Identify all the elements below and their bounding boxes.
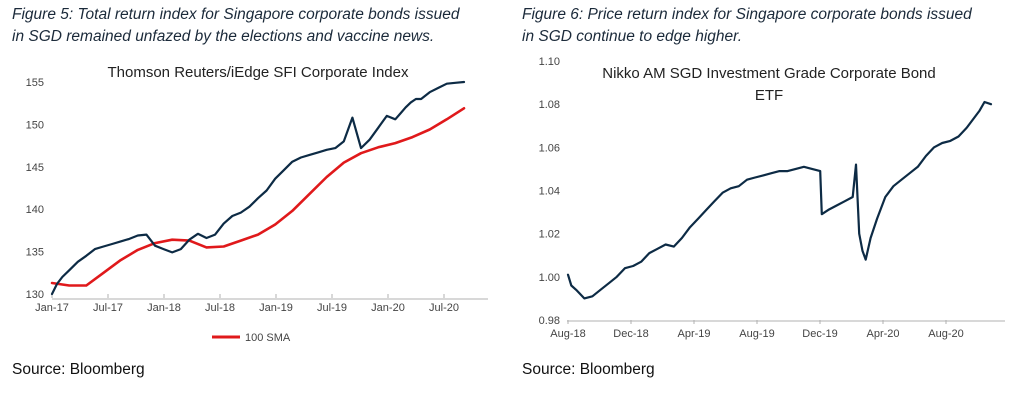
y-tick-label: 145 <box>26 162 44 174</box>
y-tick-label: 150 <box>26 119 44 131</box>
x-tick-label: Jan-19 <box>259 302 293 314</box>
y-tick-label: 130 <box>26 289 44 301</box>
figure-6-source: Source: Bloomberg <box>522 361 655 378</box>
series-lines <box>566 100 993 300</box>
chart-title-line2: ETF <box>755 87 783 104</box>
chart-sfi-corporate-index: Thomson Reuters/iEdge SFI Corporate Inde… <box>26 64 488 344</box>
figure-5-caption-line1: Figure 5: Total return index for Singapo… <box>12 6 460 23</box>
x-tick-label: Dec-19 <box>802 328 837 340</box>
y-tick-label: 155 <box>26 77 44 89</box>
x-tick-labels: Aug-18 Dec-18 Apr-19 Aug-19 Dec-19 Apr-20 Aug-… <box>550 320 964 340</box>
x-tick-label: Jan-18 <box>147 302 181 314</box>
chart-nikko-ig-bond-etf: Nikko AM SGD Investment Grade Corporate … <box>539 56 1005 340</box>
figure-5-panel: Figure 5: Total return index for Singapo… <box>12 4 512 378</box>
x-tick-label: Jan-17 <box>35 302 69 314</box>
x-tick-label: Jul-17 <box>93 302 123 314</box>
y-tick-label: 1.06 <box>539 142 560 154</box>
figure-6-caption-line1: Figure 6: Price return index for Singapo… <box>522 6 972 23</box>
legend-label-sma: 100 SMA <box>245 332 291 344</box>
figure-6-caption-line2: in SGD continue to edge higher. <box>522 28 743 45</box>
y-tick-label: 140 <box>26 204 44 216</box>
x-tick-label: Aug-18 <box>550 328 585 340</box>
y-tick-labels: 0.98 1.00 1.02 1.04 1.06 1.08 1.10 <box>539 56 560 327</box>
x-tick-label: Aug-19 <box>739 328 774 340</box>
legend: 100 SMA <box>212 332 291 344</box>
figure-5-caption-line2: in SGD remained unfazed by the elections… <box>12 28 435 45</box>
chart-title-line1: Nikko AM SGD Investment Grade Corporate … <box>602 65 935 82</box>
y-tick-label: 1.02 <box>539 229 560 241</box>
series-line-index <box>50 80 466 296</box>
series-lines <box>50 80 466 296</box>
y-tick-label: 1.08 <box>539 99 560 111</box>
x-tick-label: Jul-19 <box>317 302 347 314</box>
x-tick-label: Jul-20 <box>429 302 459 314</box>
x-tick-label: Jan-20 <box>371 302 405 314</box>
series-line-index <box>566 100 993 300</box>
x-tick-label: Apr-20 <box>866 328 899 340</box>
chart-title: Thomson Reuters/iEdge SFI Corporate Inde… <box>108 64 409 81</box>
y-tick-label: 1.10 <box>539 56 560 68</box>
x-tick-label: Dec-18 <box>613 328 648 340</box>
y-tick-label: 1.00 <box>539 272 560 284</box>
x-tick-labels: Jan-17 Jul-17 Jan-18 Jul-18 Jan-19 Jul-19 Jan-… <box>35 294 459 314</box>
y-tick-label: 135 <box>26 247 44 259</box>
figure-6-panel: Figure 6: Price return index for Singapo… <box>515 0 1028 404</box>
figure-5-source: Source: Bloomberg <box>12 361 145 378</box>
x-tick-label: Jul-18 <box>205 302 235 314</box>
figure-5-caption: Figure 5: Total return index for Singapo… <box>12 4 512 48</box>
y-tick-label: 1.04 <box>539 186 560 198</box>
y-tick-labels: 130 135 140 145 150 155 <box>26 77 44 301</box>
x-tick-label: Apr-19 <box>677 328 710 340</box>
series-line-sma <box>50 106 466 287</box>
figure-6-caption: Figure 6: Price return index for Singapo… <box>522 4 1022 48</box>
y-tick-label: 0.98 <box>539 315 560 327</box>
x-tick-label: Aug-20 <box>928 328 963 340</box>
